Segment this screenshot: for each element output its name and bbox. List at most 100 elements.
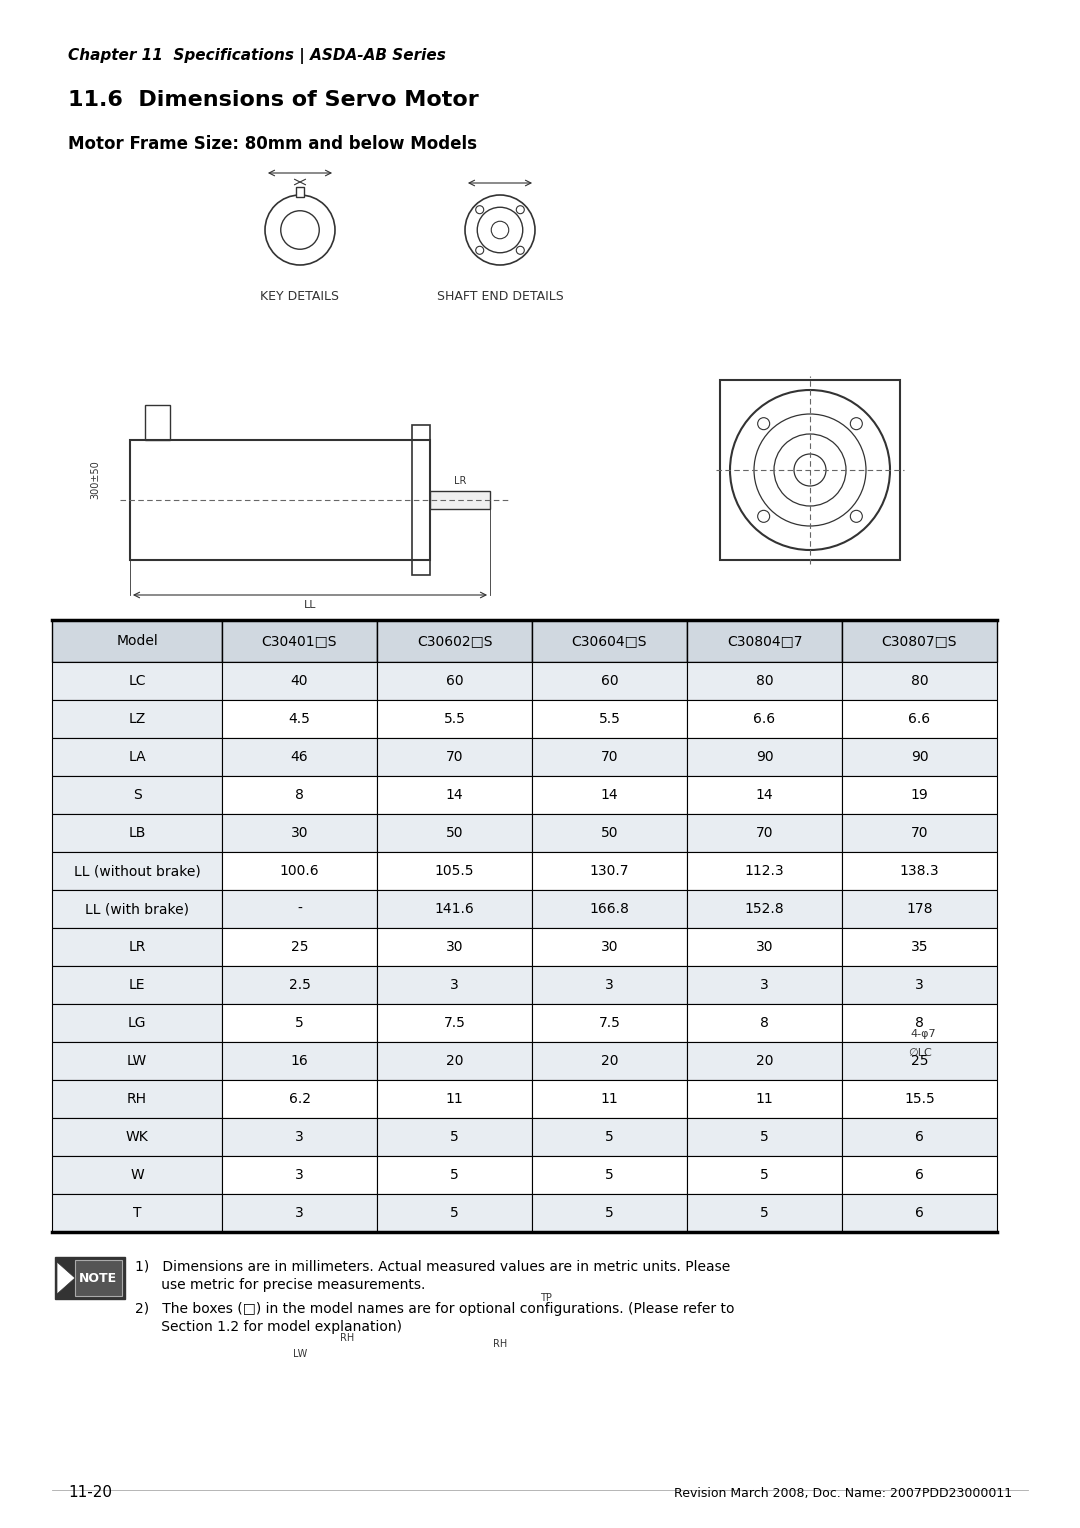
Bar: [52, 700, 222, 738]
Bar: [52, 1004, 222, 1042]
Text: 3: 3: [295, 1167, 303, 1183]
Bar: [75, 1261, 122, 1296]
Bar: [222, 1004, 377, 1042]
Bar: [52, 1118, 222, 1157]
Bar: [377, 738, 532, 776]
Bar: [687, 1193, 842, 1232]
Text: LB: LB: [129, 827, 146, 840]
Bar: [687, 620, 842, 662]
Bar: [296, 186, 303, 197]
Bar: [687, 1042, 842, 1080]
Bar: [377, 1042, 532, 1080]
Bar: [377, 1157, 532, 1193]
Bar: [145, 405, 170, 440]
Text: LA: LA: [129, 750, 146, 764]
Bar: [532, 1004, 687, 1042]
Bar: [532, 738, 687, 776]
Bar: [532, 1193, 687, 1232]
Text: 5.5: 5.5: [598, 712, 620, 726]
Text: 5: 5: [450, 1131, 459, 1144]
Bar: [377, 700, 532, 738]
Bar: [52, 776, 222, 814]
Text: C30804□7: C30804□7: [727, 634, 802, 648]
Text: LE: LE: [129, 978, 145, 992]
Bar: [222, 966, 377, 1004]
Bar: [842, 776, 997, 814]
Bar: [222, 853, 377, 889]
Bar: [222, 620, 377, 662]
Text: 35: 35: [910, 940, 928, 953]
Bar: [52, 966, 222, 1004]
Bar: [377, 1193, 532, 1232]
Text: ∅LC: ∅LC: [908, 1048, 932, 1057]
Bar: [842, 1042, 997, 1080]
Bar: [222, 738, 377, 776]
Bar: [842, 738, 997, 776]
Bar: [842, 620, 997, 662]
Text: 25: 25: [910, 1054, 928, 1068]
Bar: [377, 1118, 532, 1157]
Text: 20: 20: [446, 1054, 463, 1068]
Text: 50: 50: [600, 827, 618, 840]
Text: 5: 5: [605, 1167, 613, 1183]
Text: 11.6  Dimensions of Servo Motor: 11.6 Dimensions of Servo Motor: [68, 90, 478, 110]
Text: 14: 14: [446, 788, 463, 802]
Text: 5.5: 5.5: [444, 712, 465, 726]
Bar: [687, 1157, 842, 1193]
Bar: [687, 1118, 842, 1157]
Bar: [842, 853, 997, 889]
Text: 19: 19: [910, 788, 929, 802]
Bar: [52, 853, 222, 889]
Text: RH: RH: [127, 1093, 147, 1106]
Bar: [842, 662, 997, 700]
Text: Section 1.2 for model explanation): Section 1.2 for model explanation): [135, 1320, 402, 1334]
Text: 5: 5: [760, 1131, 769, 1144]
Text: 7.5: 7.5: [598, 1016, 620, 1030]
Text: 8: 8: [915, 1016, 923, 1030]
Bar: [222, 889, 377, 927]
Text: 30: 30: [756, 940, 773, 953]
Bar: [430, 490, 490, 509]
Bar: [377, 889, 532, 927]
Text: LR: LR: [454, 477, 467, 486]
Bar: [222, 1080, 377, 1118]
Bar: [222, 1042, 377, 1080]
Text: 46: 46: [291, 750, 308, 764]
Bar: [842, 1193, 997, 1232]
Text: 166.8: 166.8: [590, 902, 630, 915]
Bar: [842, 1004, 997, 1042]
Text: 30: 30: [446, 940, 463, 953]
Bar: [842, 966, 997, 1004]
Text: -: -: [297, 902, 302, 915]
Text: 20: 20: [600, 1054, 618, 1068]
Bar: [52, 814, 222, 853]
Text: 5: 5: [450, 1206, 459, 1219]
Text: use metric for precise measurements.: use metric for precise measurements.: [135, 1277, 426, 1293]
Bar: [532, 620, 687, 662]
Text: 105.5: 105.5: [435, 863, 474, 879]
Bar: [222, 1157, 377, 1193]
Bar: [377, 1004, 532, 1042]
Bar: [687, 927, 842, 966]
Bar: [687, 853, 842, 889]
Text: 8: 8: [760, 1016, 769, 1030]
Text: 152.8: 152.8: [745, 902, 784, 915]
Bar: [532, 927, 687, 966]
Bar: [377, 776, 532, 814]
Bar: [842, 1157, 997, 1193]
Bar: [52, 927, 222, 966]
Bar: [720, 380, 900, 559]
Text: 80: 80: [910, 674, 929, 688]
Text: 70: 70: [756, 827, 773, 840]
Text: 130.7: 130.7: [590, 863, 630, 879]
Text: T: T: [133, 1206, 141, 1219]
Bar: [222, 700, 377, 738]
Text: 5: 5: [605, 1206, 613, 1219]
Text: 14: 14: [756, 788, 773, 802]
Text: 1)   Dimensions are in millimeters. Actual measured values are in metric units. : 1) Dimensions are in millimeters. Actual…: [135, 1261, 730, 1274]
Text: LG: LG: [127, 1016, 146, 1030]
Text: 11-20: 11-20: [68, 1485, 112, 1500]
Text: 30: 30: [291, 827, 308, 840]
Text: 138.3: 138.3: [900, 863, 940, 879]
Bar: [842, 927, 997, 966]
